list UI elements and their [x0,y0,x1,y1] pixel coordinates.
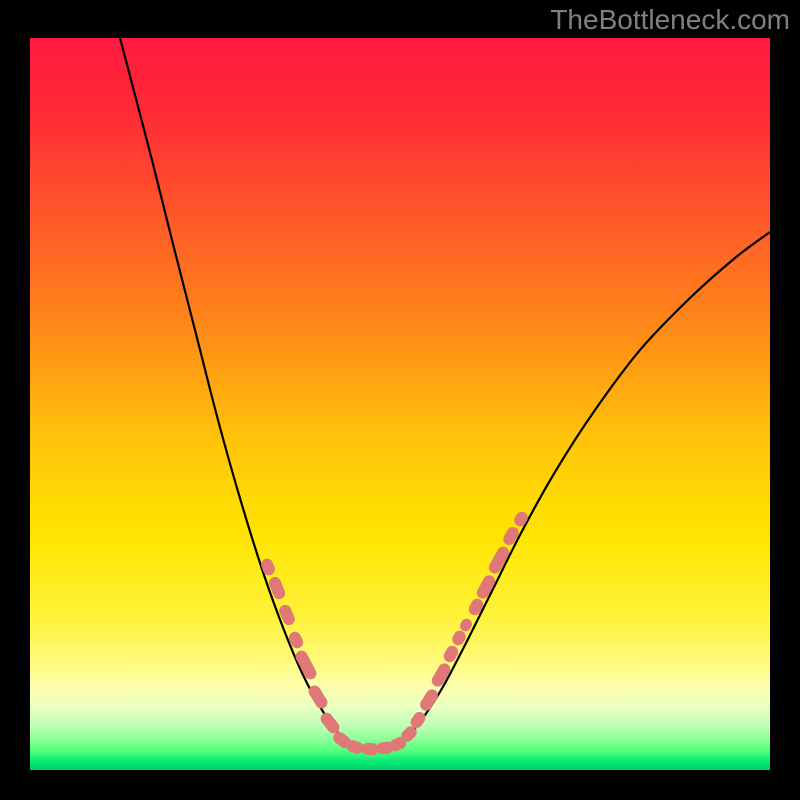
chart-container: TheBottleneck.com [0,0,800,800]
data-marker [362,743,379,755]
plot-area-gradient [30,38,770,770]
watermark-text: TheBottleneck.com [550,4,790,36]
chart-svg [0,0,800,800]
